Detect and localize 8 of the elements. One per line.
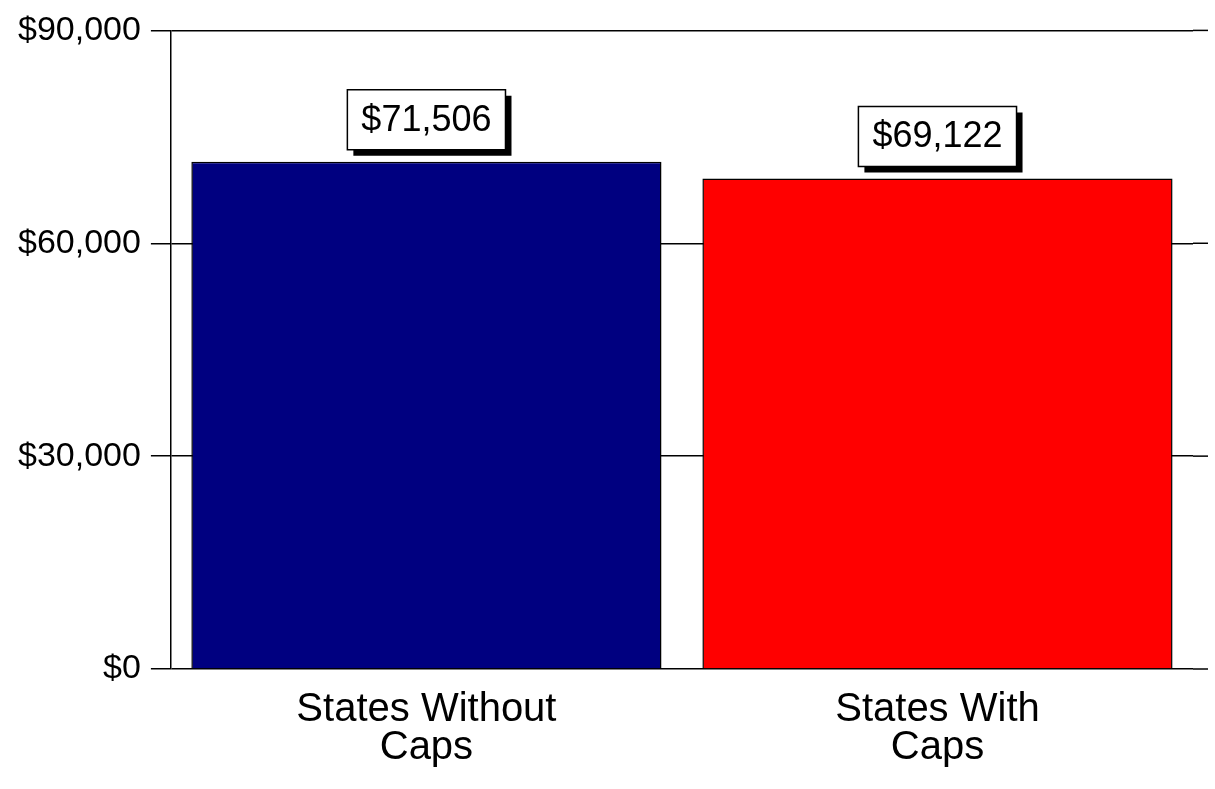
x-tick-label: States Without Caps xyxy=(296,685,557,768)
y-tick-label: $60,000 xyxy=(18,221,141,260)
x-tick-label: States With Caps xyxy=(835,685,1040,768)
y-tick-label: $0 xyxy=(103,647,141,686)
data-label: $69,122 xyxy=(872,114,1003,156)
y-tick-label: $90,000 xyxy=(18,8,141,47)
data-label: $71,506 xyxy=(361,97,492,139)
y-tick-label: $30,000 xyxy=(18,434,141,473)
